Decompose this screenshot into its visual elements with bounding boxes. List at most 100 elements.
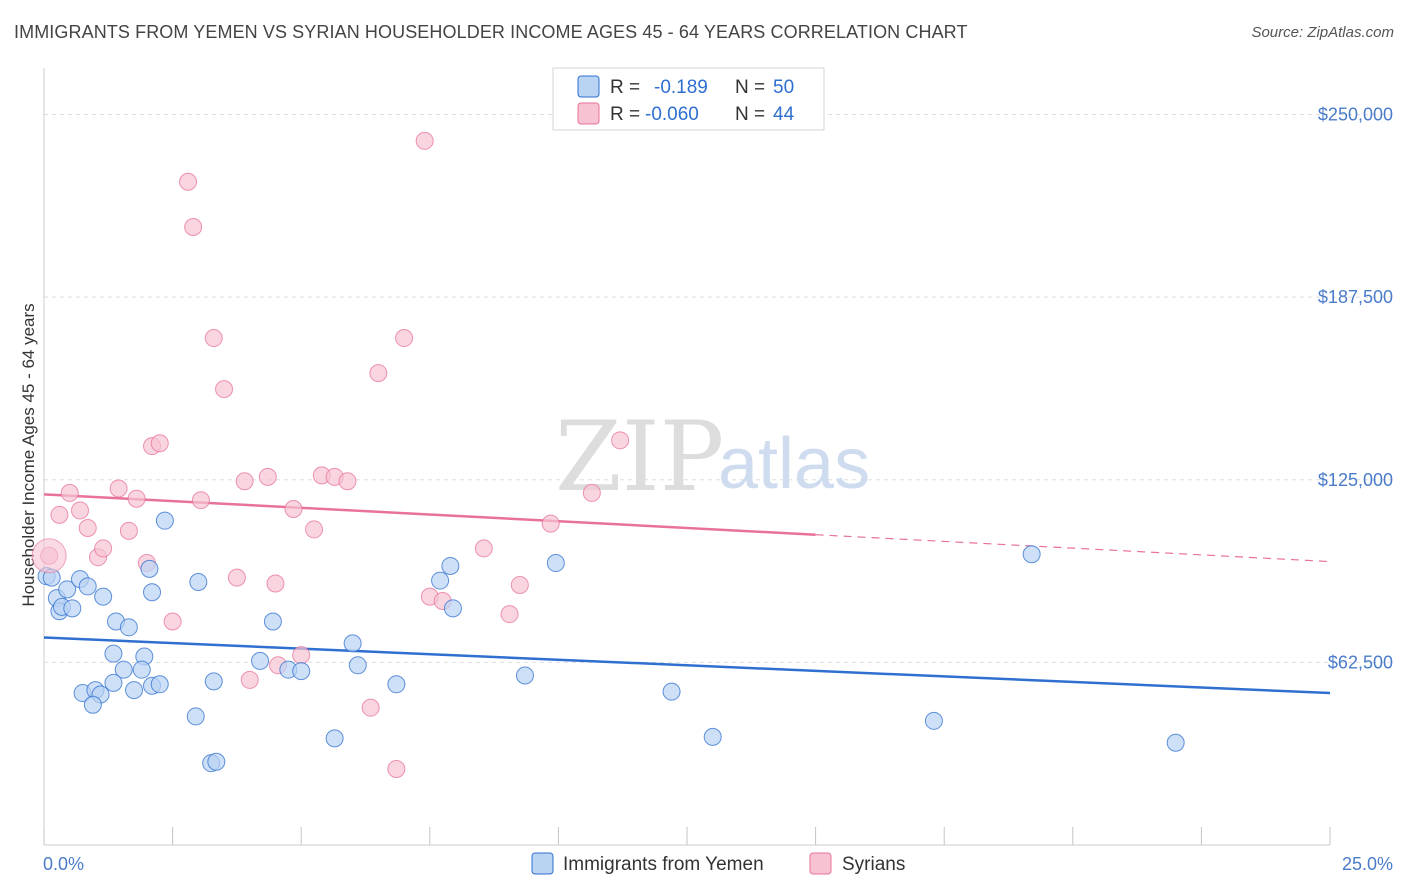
point-yemen-35 [292, 662, 311, 681]
point-yemen-46 [703, 727, 722, 746]
bottom-legend-label-yemen: Immigrants from Yemen [563, 854, 764, 875]
point-syrians-22 [258, 467, 277, 486]
y-tick-label-3: $250,000 [1318, 105, 1393, 125]
point-syrians-37 [415, 131, 434, 150]
point-syrians-2 [60, 483, 79, 502]
legend-swatch-syrians [577, 102, 600, 125]
point-yemen-18 [150, 675, 169, 694]
point-syrians-6 [94, 539, 113, 558]
point-yemen-16 [104, 673, 123, 692]
point-syrians-32 [369, 364, 388, 383]
watermark: ZIP atlas [555, 401, 870, 513]
bottom-legend-label-syrians: Syrians [842, 854, 905, 875]
point-yemen-42 [443, 599, 462, 618]
legend-r-value-yemen: -0.189 [654, 77, 708, 98]
axes [43, 68, 1331, 846]
point-yemen-49 [1166, 733, 1185, 752]
point-syrians-42 [582, 483, 601, 502]
point-syrians-33 [387, 760, 406, 779]
trend-line-dashed-syrians [815, 534, 1331, 563]
point-yemen-27 [189, 573, 208, 592]
trend-lines [43, 493, 1331, 695]
correlation-legend: R = -0.189 N = 50 R = -0.060 N = 44 [552, 67, 825, 131]
watermark-zip: ZIP [555, 401, 724, 513]
source-label: Source: ZipAtlas.com [1251, 24, 1394, 41]
point-yemen-36 [325, 729, 344, 748]
point-yemen-12 [104, 644, 123, 663]
bottom-legend-swatch-yemen [531, 852, 554, 875]
legend-n-label-syrians: N = [735, 104, 765, 125]
point-syrians-40 [510, 575, 529, 594]
point-yemen-26 [155, 511, 174, 530]
x-tick-min: 0.0% [43, 854, 84, 874]
point-yemen-40 [431, 571, 450, 590]
point-syrians-38 [474, 539, 493, 558]
point-yemen-8 [78, 577, 97, 596]
point-yemen-43 [515, 666, 534, 685]
y-tick-labels: $62,500 $125,000 $187,500 $250,000 [1318, 105, 1393, 673]
point-syrians-39 [500, 605, 519, 624]
trend-line-syrians [43, 493, 816, 536]
x-tick-labels: 0.0% 25.0% [43, 854, 1393, 874]
point-syrians-20 [235, 472, 254, 491]
point-yemen-5 [58, 580, 77, 599]
point-syrians-12 [150, 434, 169, 453]
y-tick-label-0: $62,500 [1328, 652, 1393, 672]
point-syrians-43 [611, 431, 630, 450]
point-yemen-37 [343, 634, 362, 653]
bottom-legend-swatch-syrians [809, 852, 832, 875]
point-syrians-34 [395, 329, 414, 348]
point-syrians-16 [191, 491, 210, 510]
point-syrians-31 [361, 698, 380, 717]
point-yemen-9 [94, 587, 113, 606]
point-syrians-19 [227, 568, 246, 587]
point-yemen-24 [143, 583, 162, 602]
point-syrians-13 [163, 612, 182, 631]
point-syrians-17 [204, 329, 223, 348]
x-tick-max: 25.0% [1342, 854, 1393, 874]
point-yemen-28 [186, 707, 205, 726]
point-yemen-41 [441, 556, 460, 575]
point-syrians-41 [541, 514, 560, 533]
point-syrians-3 [71, 501, 90, 520]
point-syrians-1 [50, 505, 69, 524]
point-yemen-19 [125, 681, 144, 700]
chart-title: IMMIGRANTS FROM YEMEN VS SYRIAN HOUSEHOL… [14, 22, 968, 42]
legend-n-label-yemen: N = [735, 77, 765, 98]
point-syrians-4 [78, 518, 97, 537]
point-syrians-27 [305, 520, 324, 539]
point-yemen-33 [263, 612, 282, 631]
point-yemen-44 [546, 554, 565, 573]
point-yemen-11 [119, 618, 138, 637]
y-tick-label-1: $125,000 [1318, 470, 1393, 490]
legend-n-value-syrians: 44 [773, 104, 795, 125]
point-yemen-32 [251, 651, 270, 670]
point-syrians-18 [215, 380, 234, 399]
trend-line-yemen [43, 636, 1331, 695]
point-syrians-26 [292, 646, 311, 665]
point-syrians-8 [119, 521, 138, 540]
point-syrians-7 [109, 479, 128, 498]
legend-r-label-syrians: R = [610, 104, 640, 125]
point-yemen-31 [204, 672, 223, 691]
point-syrians-15 [184, 218, 203, 237]
point-yemen-14 [114, 660, 133, 679]
point-yemen-48 [1022, 545, 1041, 564]
point-syrians-large [31, 538, 67, 574]
point-yemen-39 [387, 675, 406, 694]
data-points [31, 131, 1185, 779]
legend-r-value-syrians: -0.060 [645, 104, 699, 125]
point-yemen-30 [207, 752, 226, 771]
point-syrians-25 [284, 499, 303, 518]
point-syrians-23 [266, 574, 285, 593]
point-syrians-30 [338, 472, 357, 491]
watermark-atlas: atlas [718, 424, 870, 504]
legend-r-label-yemen: R = [610, 77, 640, 98]
point-yemen-6 [63, 599, 82, 618]
point-yemen-47 [924, 711, 943, 730]
point-syrians-14 [179, 172, 198, 191]
legend-swatch-yemen [577, 75, 600, 98]
point-yemen-38 [348, 656, 367, 675]
y-tick-label-2: $187,500 [1318, 287, 1393, 307]
